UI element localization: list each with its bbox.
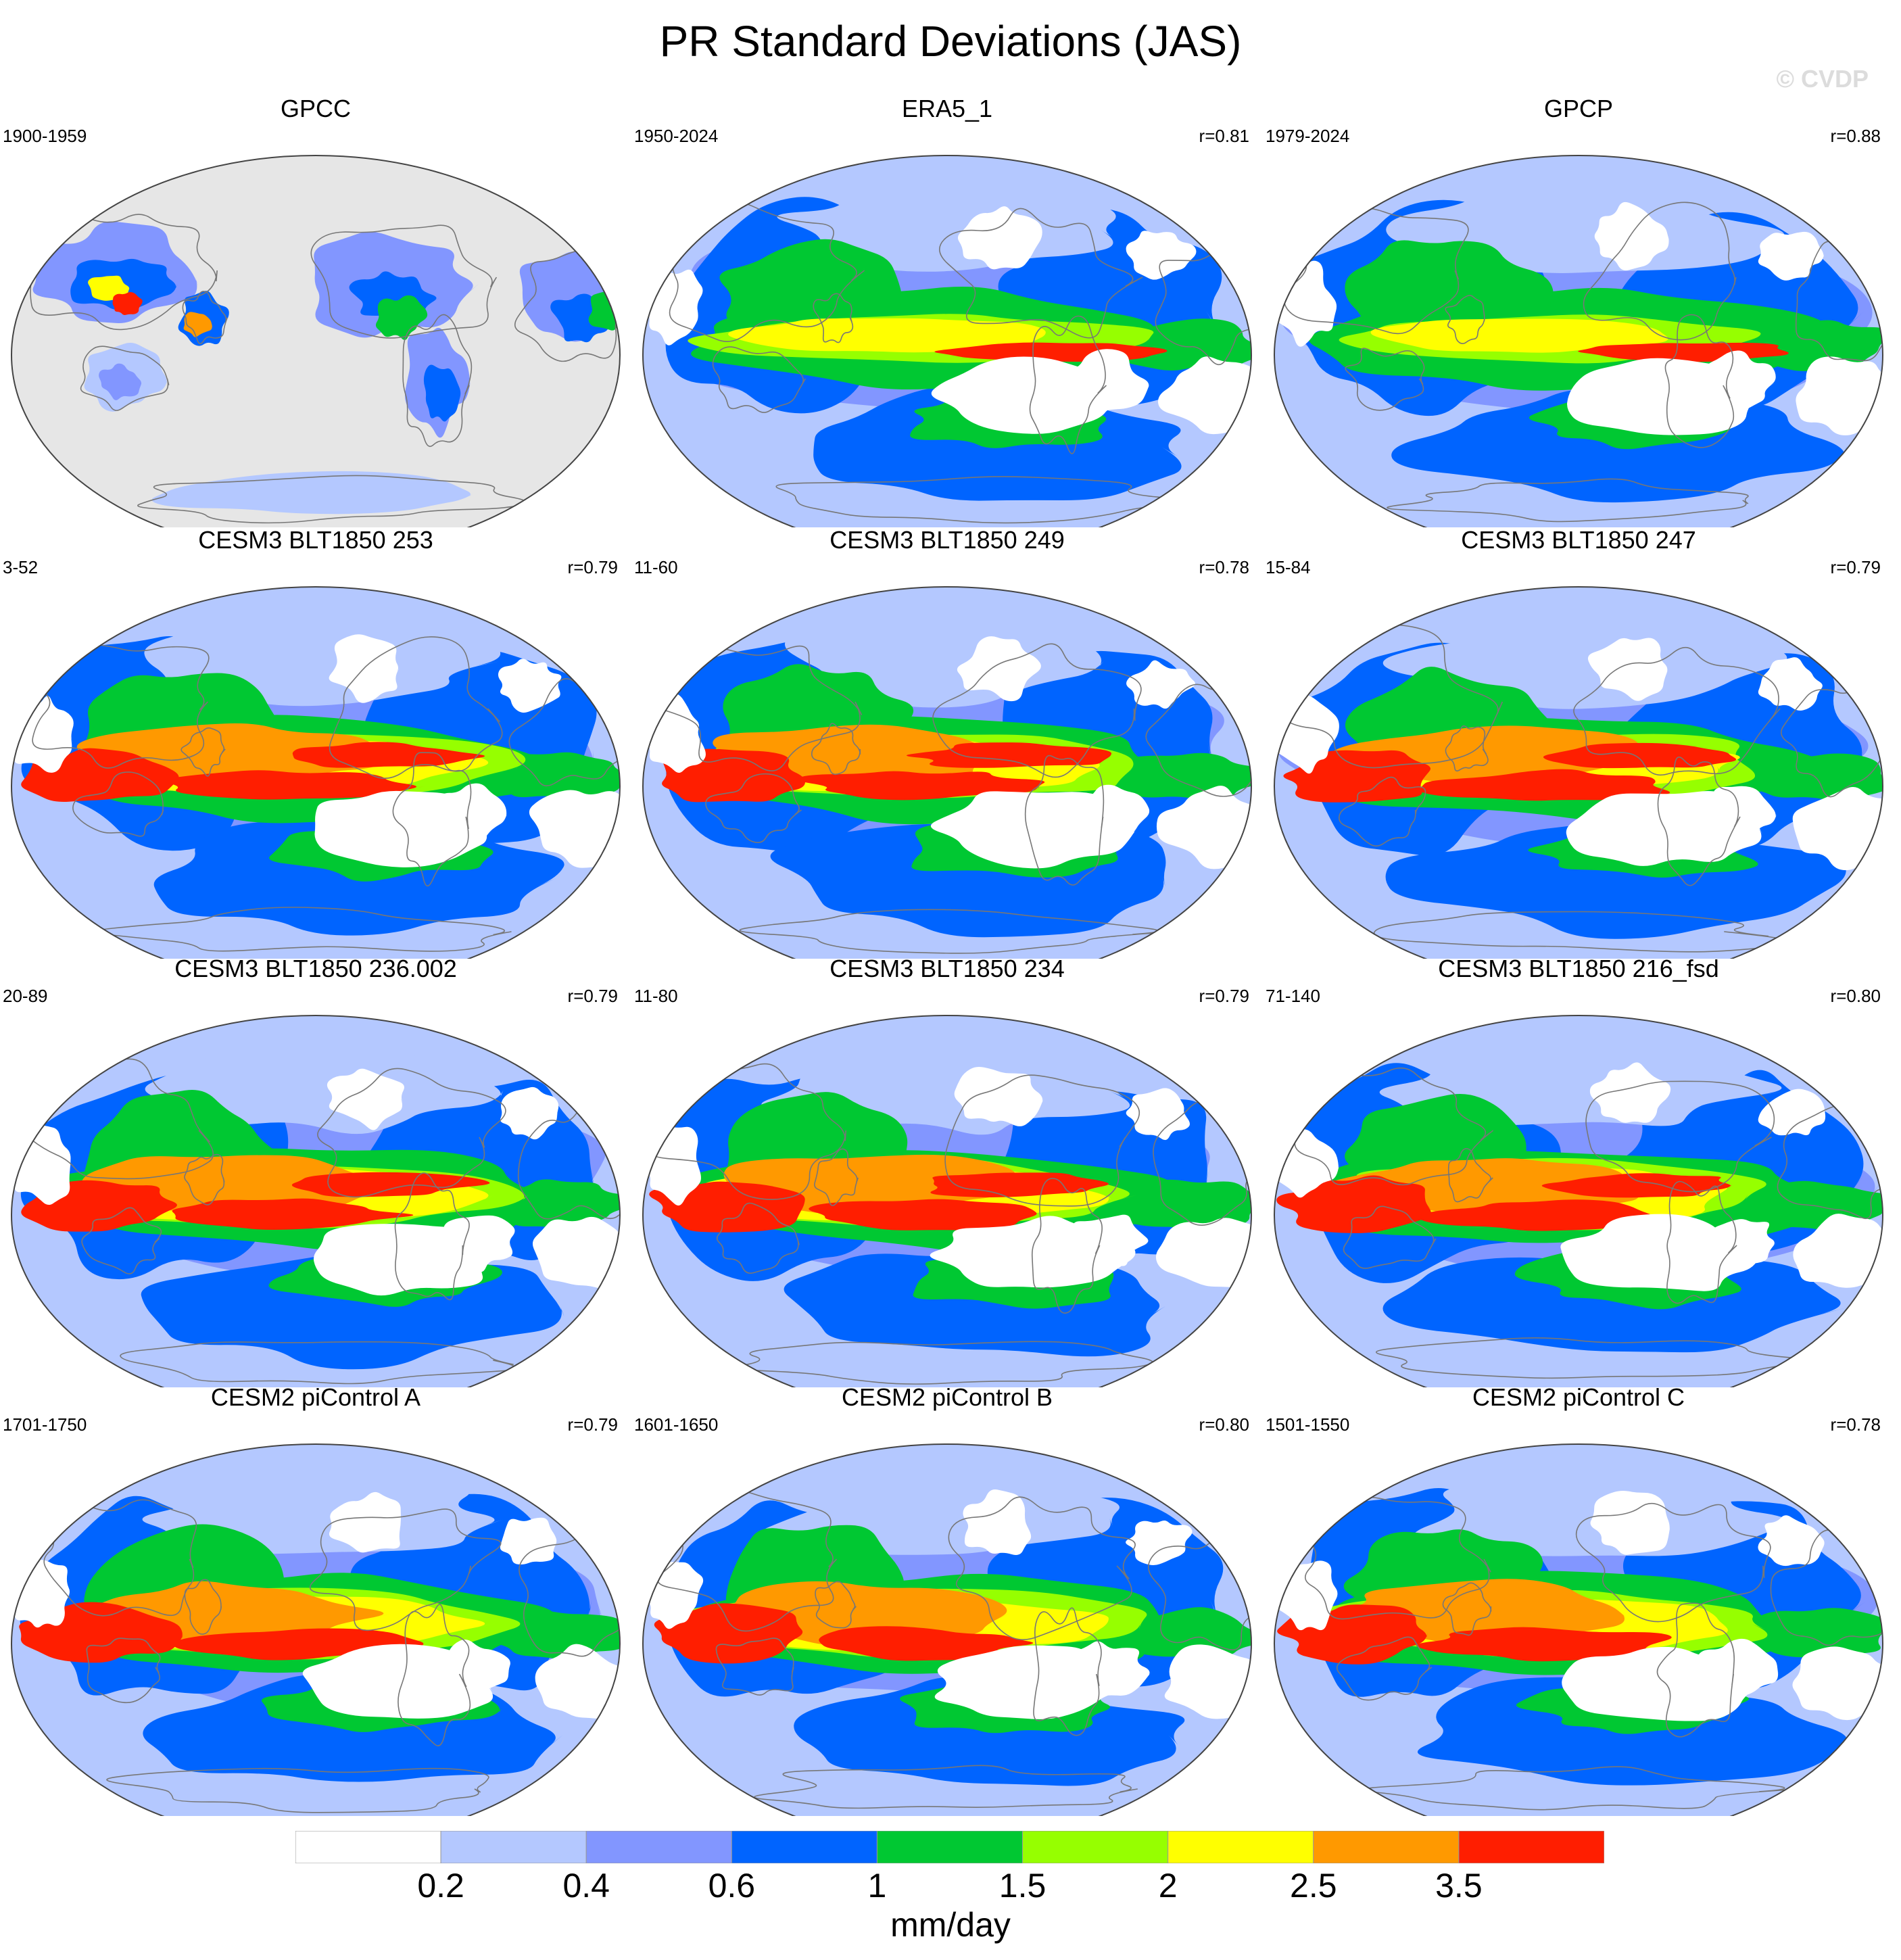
panel-years: 3-52 (3, 557, 39, 577)
panel-correlation: r=0.88 (1830, 126, 1881, 146)
colorbar-swatch (1168, 1831, 1314, 1863)
robinson-map (11, 155, 621, 527)
panel-correlation: r=0.79 (1830, 557, 1881, 577)
robinson-map (642, 1443, 1252, 1816)
panel-title: GPCP (1543, 95, 1614, 122)
panel-years: 1900-1959 (3, 126, 87, 146)
colorbar-swatch (295, 1831, 441, 1863)
colorbar-swatch (440, 1831, 587, 1863)
colorbar-tick-label: 0.6 (708, 1867, 756, 1905)
panel-years: 1950-2024 (634, 126, 719, 146)
panel-title: CESM2 piControl A (210, 1383, 421, 1411)
panel-title: CESM3 BLT1850 247 (1461, 526, 1696, 554)
panel-title: CESM2 piControl B (841, 1383, 1053, 1411)
colorbar-tick-label: 2.5 (1290, 1867, 1337, 1905)
panel-title: CESM3 BLT1850 253 (198, 526, 433, 554)
panel-years: 11-60 (634, 557, 678, 577)
colorbar-tick-label: 1 (867, 1867, 887, 1905)
robinson-map (11, 586, 621, 959)
panel-years: 1979-2024 (1266, 126, 1350, 146)
colorbar-tick-label: 1.5 (998, 1867, 1046, 1905)
panel-correlation: r=0.79 (1199, 986, 1249, 1006)
colorbar-tick-label: 0.2 (417, 1867, 464, 1905)
panel-correlation: r=0.79 (567, 557, 618, 577)
panel-title: CESM2 piControl C (1472, 1383, 1685, 1411)
panel-title: ERA5_1 (901, 95, 993, 122)
panel-correlation: r=0.80 (1199, 1414, 1249, 1435)
panel-correlation: r=0.79 (567, 986, 618, 1006)
map-panel: GPCC 1900-1959 (1, 95, 630, 527)
colorbar-tick-label: 3.5 (1435, 1867, 1483, 1905)
robinson-map (11, 1443, 621, 1816)
panel-years: 71-140 (1266, 986, 1320, 1006)
panel-title: CESM3 BLT1850 234 (829, 955, 1065, 982)
panel-years: 15-84 (1266, 557, 1311, 577)
robinson-map (642, 1015, 1252, 1387)
colorbar (295, 1831, 1604, 1863)
colorbar-swatch (1313, 1831, 1460, 1863)
map-panel: CESM3 BLT1850 236.002 20-89 r=0.79 (1, 955, 630, 1387)
robinson-map (642, 586, 1252, 959)
panel-title: CESM3 BLT1850 216_fsd (1438, 955, 1719, 982)
map-panel: CESM2 piControl A 1701-1750 r=0.79 (1, 1383, 630, 1816)
colorbar-tick-label: 2 (1158, 1867, 1178, 1905)
robinson-map (642, 155, 1252, 527)
map-panel: CESM3 BLT1850 253 3-52 r=0.79 (1, 526, 630, 959)
map-panel: CESM2 piControl C 1501-1550 r=0.78 (1264, 1383, 1893, 1816)
colorbar-tick-label: 0.4 (562, 1867, 610, 1905)
panel-years: 1601-1650 (634, 1414, 719, 1435)
map-panel: CESM3 BLT1850 234 11-80 r=0.79 (633, 955, 1261, 1387)
colorbar-swatch (876, 1831, 1024, 1863)
panel-correlation: r=0.80 (1830, 986, 1881, 1006)
map-panel: CESM3 BLT1850 216_fsd 71-140 r=0.80 (1264, 955, 1893, 1387)
panel-correlation: r=0.81 (1199, 126, 1249, 146)
panel-correlation: r=0.79 (567, 1414, 618, 1435)
panel-correlation: r=0.78 (1199, 557, 1249, 577)
map-panel: CESM3 BLT1850 247 15-84 r=0.79 (1264, 526, 1893, 959)
robinson-map (11, 1015, 621, 1387)
panel-years: 1501-1550 (1266, 1414, 1350, 1435)
panel-years: 1701-1750 (3, 1414, 87, 1435)
robinson-map (1274, 155, 1883, 527)
colorbar-units: mm/day (890, 1906, 1011, 1944)
colorbar-swatch (731, 1831, 877, 1863)
map-panel: CESM2 piControl B 1601-1650 r=0.80 (633, 1383, 1261, 1816)
figure-title: PR Standard Deviations (JAS) (659, 17, 1242, 66)
panel-correlation: r=0.78 (1830, 1414, 1881, 1435)
colorbar-swatch (1022, 1831, 1169, 1863)
panel-title: CESM3 BLT1850 236.002 (174, 955, 457, 982)
colorbar-swatch (585, 1831, 732, 1863)
map-panel: GPCP 1979-2024 r=0.88 (1264, 95, 1893, 527)
colorbar-swatch (1458, 1831, 1604, 1863)
robinson-map (1274, 586, 1883, 959)
robinson-map (1274, 1443, 1883, 1816)
map-panel: ERA5_1 1950-2024 r=0.81 (633, 95, 1261, 527)
panel-title: GPCC (280, 95, 351, 122)
panel-years: 11-80 (634, 986, 678, 1006)
panel-years: 20-89 (3, 986, 48, 1006)
map-panel: CESM3 BLT1850 249 11-60 r=0.78 (633, 526, 1261, 959)
panel-title: CESM3 BLT1850 249 (829, 526, 1065, 554)
cvdp-watermark: © CVDP (1776, 65, 1869, 93)
robinson-map (1274, 1015, 1883, 1387)
